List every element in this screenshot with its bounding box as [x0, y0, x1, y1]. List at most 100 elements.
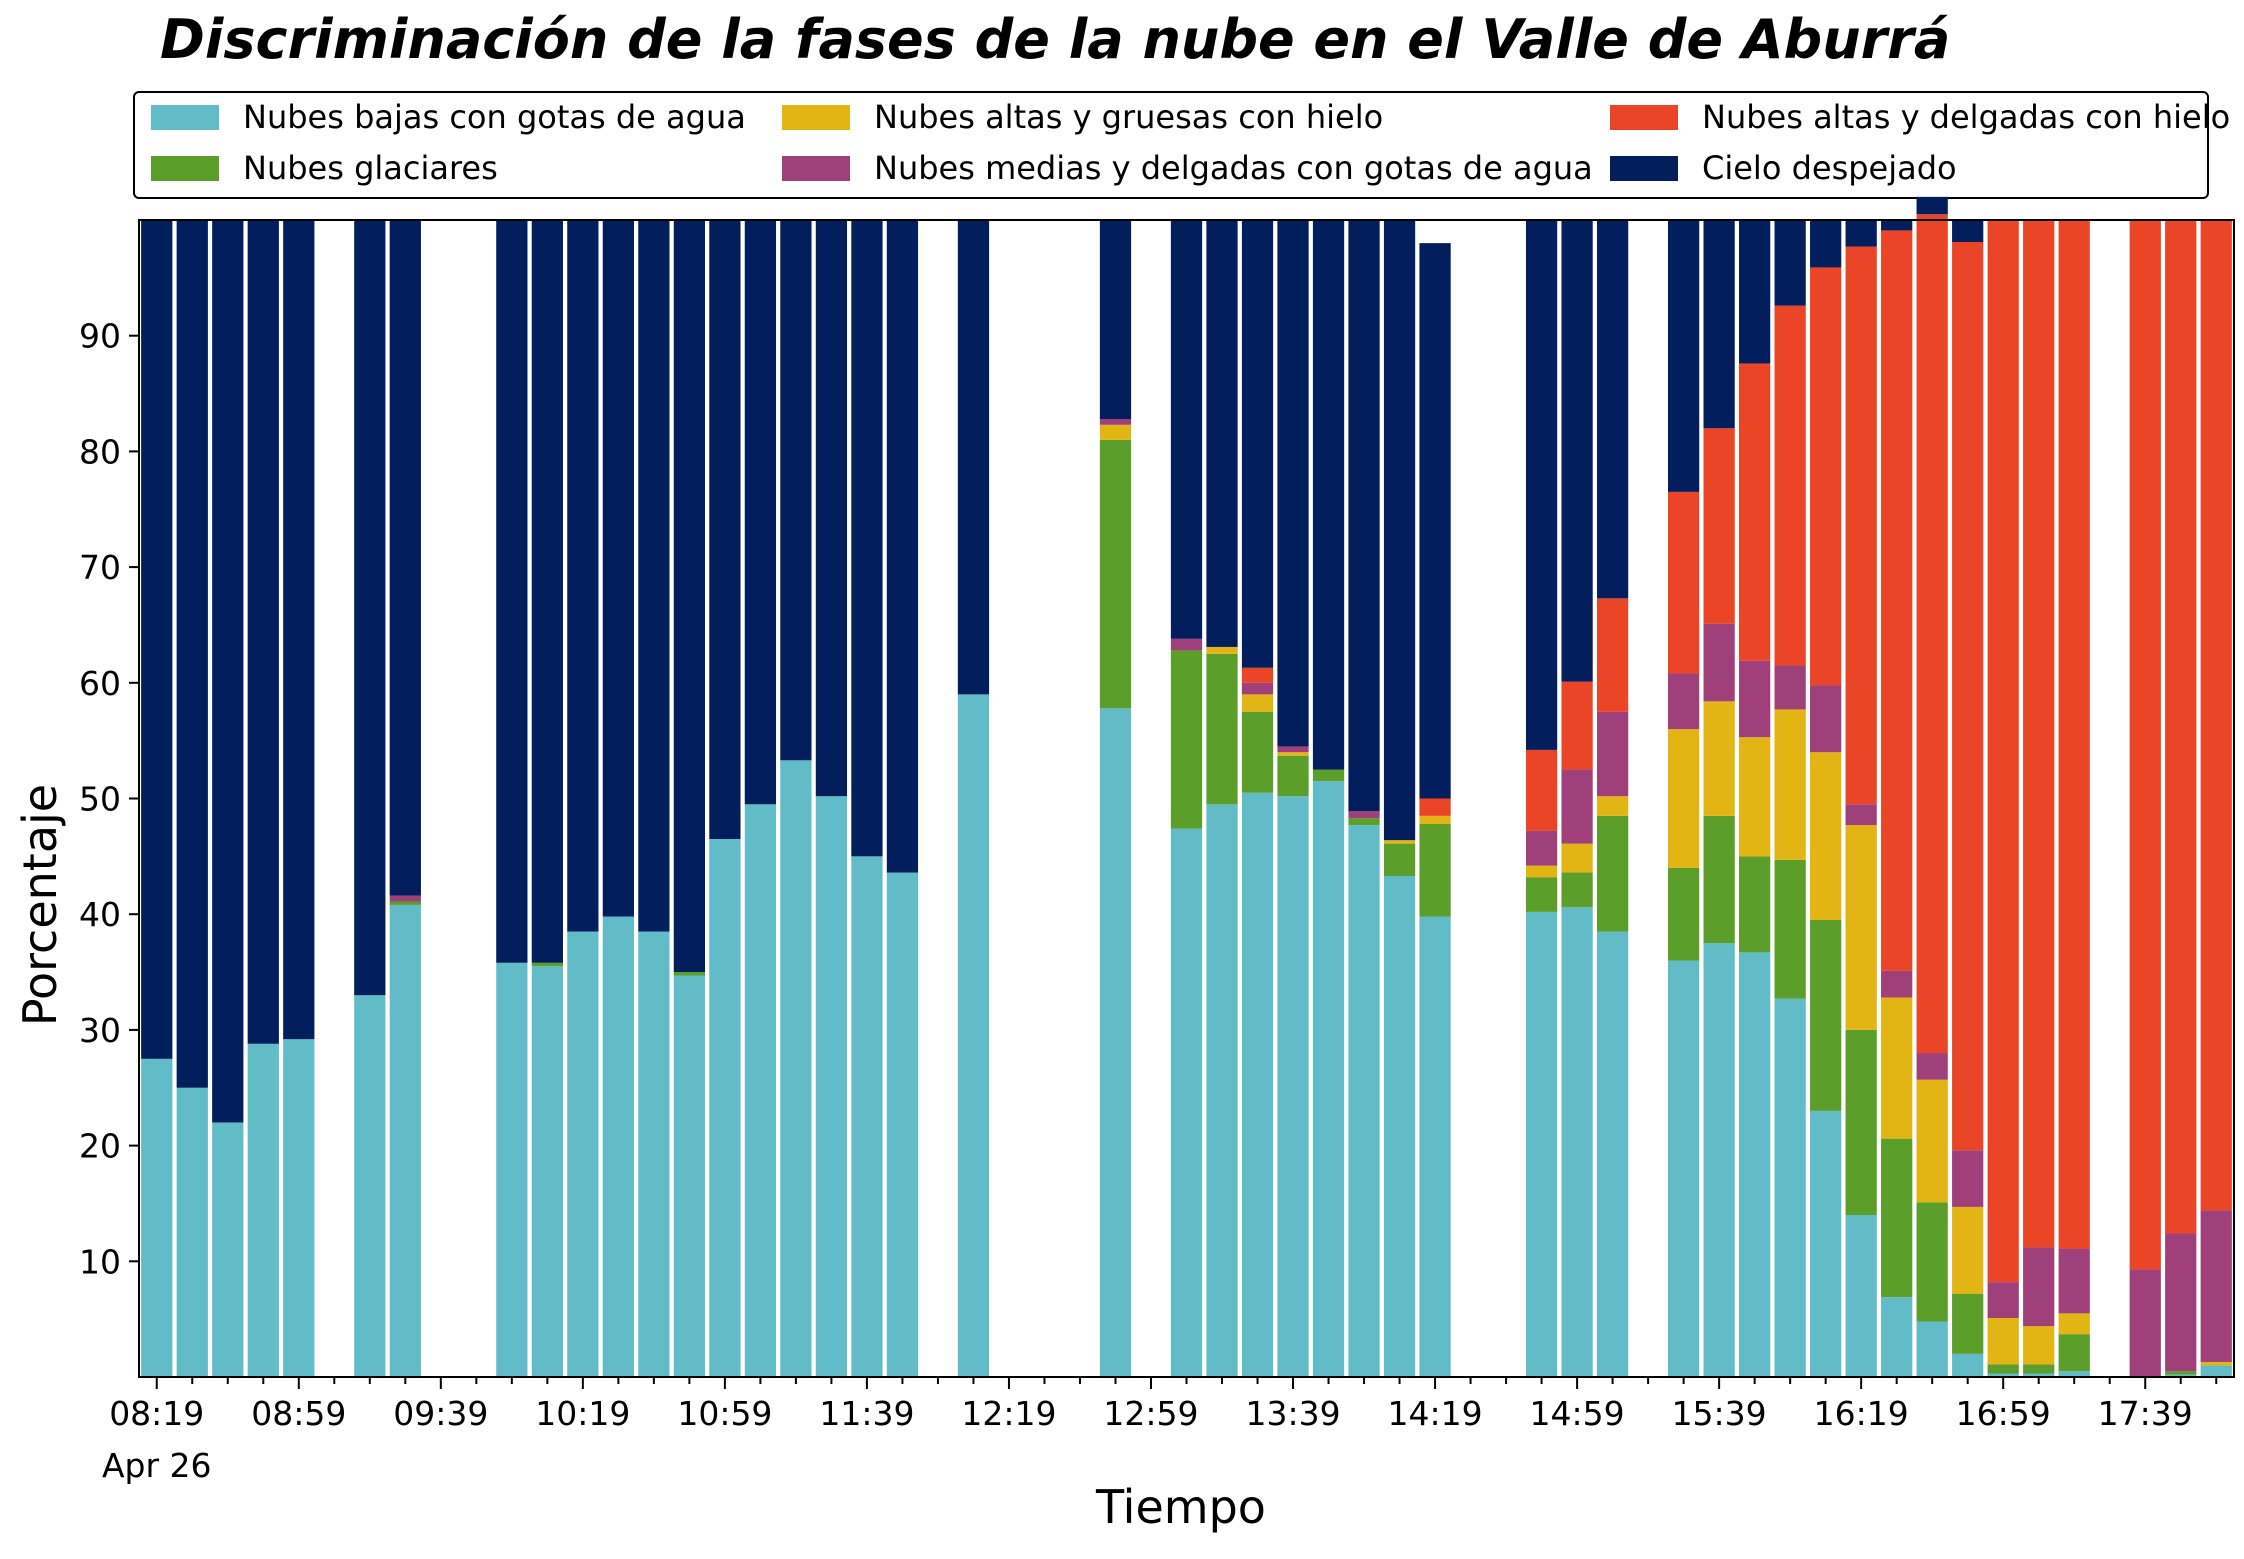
bar-segment	[1987, 1317, 2019, 1365]
bar-segment	[1241, 711, 1274, 793]
bar-segment	[886, 872, 919, 1377]
bar-segment	[1774, 998, 1806, 1377]
bar-segment	[1170, 650, 1203, 829]
bar-segment	[1383, 843, 1416, 877]
bar-segment	[709, 839, 741, 1377]
x-tick-label: 17:39	[2098, 1394, 2193, 1433]
legend-label-nubes-bajas: Nubes bajas con gotas de agua	[243, 98, 746, 136]
bar-segment	[709, 220, 741, 839]
y-tick-label: 40	[79, 895, 121, 934]
bar-segment	[1845, 1215, 1877, 1377]
bar-segment	[389, 904, 421, 1377]
bar-segment	[1596, 220, 1629, 599]
bar-segment	[1312, 781, 1345, 1377]
bar-segment	[1277, 755, 1309, 797]
bar-segment	[567, 220, 599, 932]
bar-segment	[1525, 749, 1558, 831]
y-tick-label: 10	[79, 1242, 121, 1281]
bar-segment	[1277, 752, 1309, 756]
legend-item-cielo-despejado: Cielo despejado	[1610, 148, 1957, 188]
bar-segment	[1419, 823, 1451, 917]
x-axis-label: Tiempo	[1096, 1480, 1266, 1534]
bar-segment	[1419, 243, 1451, 799]
bar-segment	[1703, 428, 1735, 624]
bar-segment	[1916, 1321, 1948, 1377]
bar-segment	[1952, 1353, 1984, 1377]
legend-swatch-nubes-medias-delgadas	[782, 155, 850, 181]
bar-segment	[1596, 931, 1629, 1377]
bar-segment	[1170, 638, 1203, 651]
bar-segment	[1739, 220, 1771, 364]
bar-segment	[1810, 919, 1842, 1111]
legend-label-nubes-altas-gruesas: Nubes altas y gruesas con hielo	[874, 98, 1384, 136]
bar-segment	[1667, 220, 1700, 492]
bar-segment	[1987, 1282, 2019, 1318]
bar-segment	[602, 220, 634, 917]
bar-segment	[1667, 867, 1700, 961]
bar-segment	[2023, 1364, 2055, 1374]
bar-segment	[1277, 796, 1309, 1377]
bar-segment	[1845, 220, 1877, 247]
bar-segment	[2200, 1361, 2232, 1366]
bar-segment	[1099, 220, 1132, 419]
y-tick-label: 90	[79, 317, 121, 356]
bar-segment	[1525, 877, 1558, 912]
legend: Nubes bajas con gotas de agua Nubes glac…	[133, 91, 2230, 199]
x-tick-label: 14:19	[1388, 1394, 1483, 1433]
bar-segment	[283, 220, 315, 1040]
bar-segment	[1241, 667, 1274, 683]
bar-segment	[1312, 220, 1345, 770]
bar-segment	[1774, 305, 1806, 666]
x-date-label: Apr 26	[102, 1446, 212, 1485]
legend-swatch-nubes-glaciares	[151, 155, 219, 181]
bar-segment	[2200, 1365, 2232, 1377]
x-tick-label: 16:19	[1814, 1394, 1909, 1433]
bar-segment	[1916, 1053, 1948, 1080]
bar-segment	[1987, 1373, 2019, 1377]
bar-segment	[354, 995, 386, 1377]
legend-item-nubes-altas-delgadas: Nubes altas y delgadas con hielo	[1610, 97, 2230, 137]
bar-segment	[1348, 825, 1380, 1377]
bar-segment	[2165, 1374, 2197, 1377]
bar-segment	[1206, 220, 1238, 647]
bar-segment	[1277, 746, 1309, 753]
bar-segment	[176, 1087, 208, 1377]
bar-segment	[1241, 220, 1274, 668]
bar-segment	[2165, 1371, 2197, 1375]
bar-segment	[2023, 1247, 2055, 1327]
bar-segment	[1596, 598, 1629, 712]
bar-segment	[2058, 1371, 2090, 1377]
bar-segment	[176, 220, 208, 1088]
bar-segment	[1348, 818, 1380, 826]
bar-segment	[780, 220, 812, 761]
x-tick-label: 10:59	[677, 1394, 772, 1433]
bar-segment	[1810, 267, 1842, 686]
bar-segment	[1916, 196, 1948, 215]
bar-segment	[1881, 1297, 1913, 1377]
bar-segment	[1667, 491, 1700, 674]
bar-segment	[1881, 1138, 1913, 1298]
bar-segment	[638, 220, 670, 932]
bar-segment	[354, 220, 386, 996]
y-tick-label: 80	[79, 432, 121, 471]
bar-segment	[957, 694, 990, 1377]
bar-segment	[1241, 682, 1274, 695]
bar-segment	[1774, 220, 1806, 306]
bar-segment	[2058, 1248, 2090, 1314]
bar-segment	[2058, 1334, 2090, 1372]
legend-item-nubes-altas-gruesas: Nubes altas y gruesas con hielo	[782, 97, 1383, 137]
bar-segment	[1739, 363, 1771, 661]
bar-segment	[496, 962, 528, 1377]
bar-segment	[1206, 653, 1238, 805]
bar-segment	[1810, 752, 1842, 920]
bar-segment	[212, 220, 244, 1123]
bar-segment	[673, 972, 706, 976]
y-tick-label: 50	[79, 780, 121, 819]
legend-item-nubes-medias-delgadas: Nubes medias y delgadas con gotas de agu…	[782, 148, 1593, 188]
bar-segment	[1312, 769, 1345, 782]
bar-segment	[1596, 815, 1629, 932]
bar-segment	[1916, 214, 1948, 1054]
bar-segment	[1987, 220, 2019, 1283]
bar-segment	[1881, 997, 1913, 1139]
